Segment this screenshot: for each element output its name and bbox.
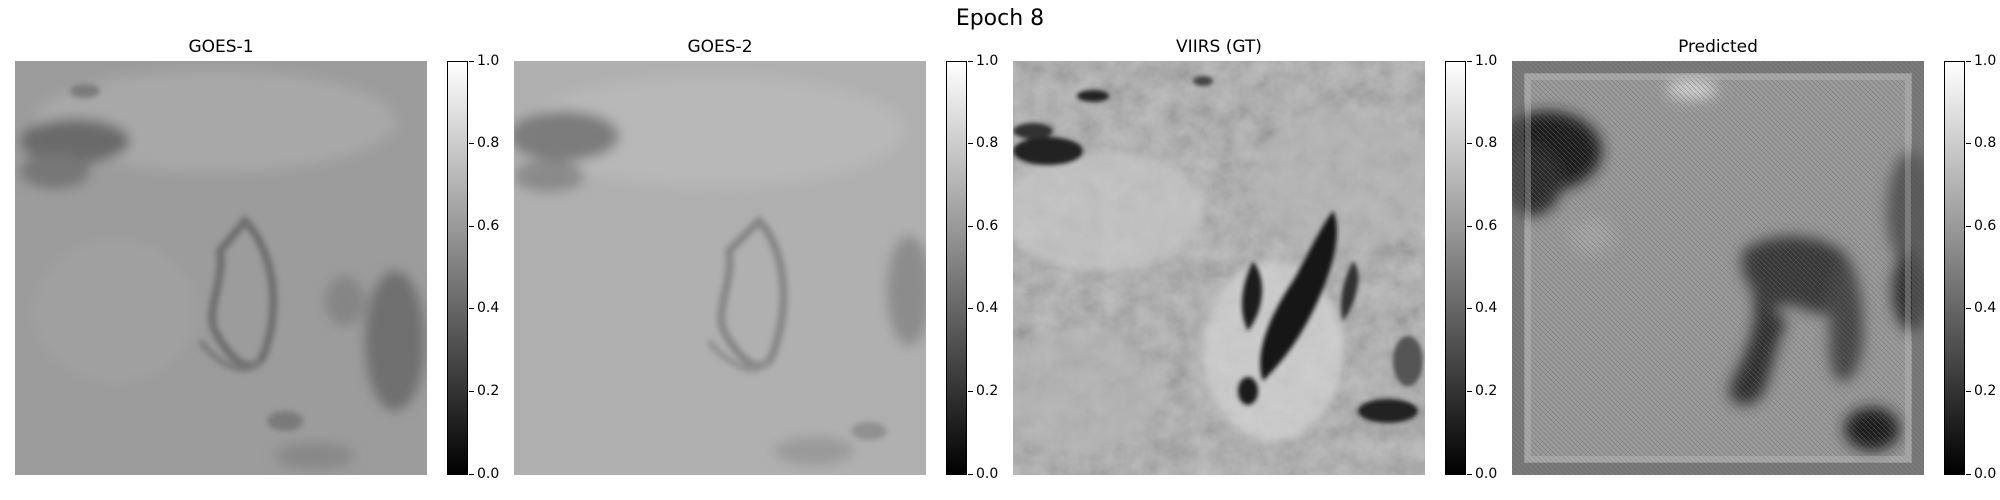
colorbar-tick-label: 0.2 [976,383,999,399]
colorbar-viirs: 0.0 0.2 0.4 0.6 0.8 1.0 [1445,53,1497,482]
colorbar-tick-label: 0.8 [1475,135,1498,151]
panel-title-viirs: VIIRS (GT) [1176,37,1262,57]
colorbar-goes-1: 0.0 0.2 0.4 0.6 0.8 1.0 [447,53,499,482]
colorbar-tick-label: 0.8 [976,135,999,151]
colorbar-tick-label: 0.4 [976,300,999,316]
colorbar-tick-label: 0.0 [1974,466,1997,482]
figure-title: Epoch 8 [955,6,1045,31]
panel-title-goes-2: GOES-2 [687,37,753,57]
colorbar-tick-label: 0.4 [1974,300,1997,316]
colorbar-tick-label: 0.4 [477,300,500,316]
colorbar-tick-label: 1.0 [477,53,500,69]
predicted-image [1512,61,1924,475]
colorbar-tick-label: 0.8 [477,135,500,151]
goes-2-image [514,61,926,475]
colorbar-tick-label: 1.0 [976,53,999,69]
viirs-ground-truth-image [1013,61,1425,475]
colorbar-tick-label: 0.2 [477,383,500,399]
panel-title-predicted: Predicted [1678,37,1758,57]
colorbar-tick-label: 0.0 [1475,466,1498,482]
colorbar-tick-label: 0.6 [1475,218,1498,234]
colorbar-tick-label: 0.4 [1475,300,1498,316]
colorbar-tick-label: 0.6 [976,218,999,234]
colorbar-tick-label: 0.0 [477,466,500,482]
colorbar-tick-label: 1.0 [1974,53,1997,69]
colorbar-tick-label: 0.2 [1475,383,1498,399]
colorbar-tick-label: 0.6 [1974,218,1997,234]
goes-1-image [15,61,427,475]
colorbar-tick-label: 0.8 [1974,135,1997,151]
colorbar-tick-label: 1.0 [1475,53,1498,69]
colorbar-tick-label: 0.6 [477,218,500,234]
colorbar-goes-2: 0.0 0.2 0.4 0.6 0.8 1.0 [946,53,998,482]
colorbar-predicted: 0.0 0.2 0.4 0.6 0.8 1.0 [1944,53,1996,482]
colorbar-tick-label: 0.0 [976,466,999,482]
colorbar-tick-label: 0.2 [1974,383,1997,399]
panel-title-goes-1: GOES-1 [188,37,254,57]
